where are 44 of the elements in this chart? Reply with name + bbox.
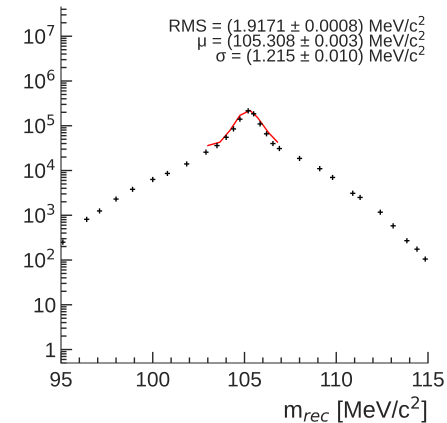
point: [329, 174, 336, 181]
point: [404, 237, 410, 244]
x-tick-label: 95: [50, 372, 72, 387]
point: [83, 216, 90, 223]
point: [129, 186, 136, 193]
y-tick-label: 10$^{4}$: [24, 159, 55, 178]
point: [149, 176, 156, 183]
point: [263, 130, 270, 138]
y-tick-label: 10$^{6}$: [24, 70, 55, 89]
y-tick-label: 10: [34, 298, 56, 313]
point: [214, 142, 220, 149]
point: [349, 190, 356, 197]
y-tick-label: 10$^{3}$: [24, 204, 54, 223]
x-tick-label: 100: [136, 372, 170, 387]
point: [376, 208, 384, 216]
point: [202, 148, 210, 156]
point: [356, 194, 364, 201]
point: [414, 246, 420, 252]
x-tick-label: 115: [412, 372, 444, 387]
point: [164, 170, 171, 177]
y-tick-label: 10$^{2}$: [24, 248, 54, 268]
point: [112, 196, 120, 202]
x-tick-label: 110: [321, 372, 352, 387]
y-tick-label: 10$^{7}$: [24, 25, 54, 44]
point: [390, 222, 396, 230]
x-tick-label: 105: [228, 372, 262, 387]
point: [230, 126, 237, 132]
y-tick-label: 1: [46, 342, 56, 358]
point: [183, 160, 190, 168]
point: [250, 110, 257, 118]
point: [422, 256, 428, 262]
point: [276, 145, 283, 152]
point: [256, 120, 264, 128]
point: [270, 140, 276, 147]
point: [296, 155, 303, 162]
point: [316, 165, 324, 172]
x-axis-title: m$_{rec}$ [MeV/c$^{2}$]: [284, 396, 426, 423]
point: [236, 116, 244, 122]
point: [244, 108, 252, 114]
point: [222, 134, 230, 141]
point: [61, 238, 66, 246]
line-series: [207, 110, 278, 146]
point: [96, 208, 103, 214]
y-tick-label: 10$^{5}$: [24, 114, 54, 134]
